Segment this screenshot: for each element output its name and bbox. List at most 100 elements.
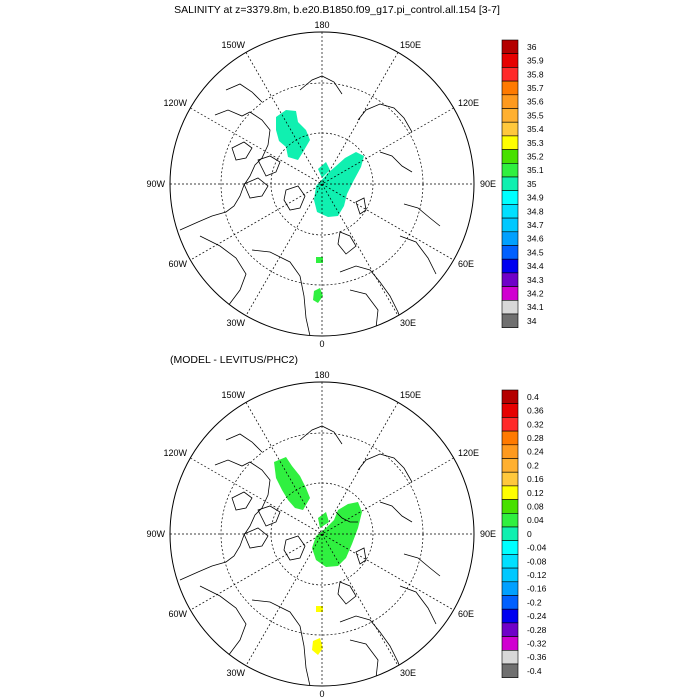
top-colorbar: 36 35.9 35.8 35.7 35.6 35.5 35.4 35.3 35.2 35.1 35… bbox=[501, 39, 544, 328]
bottom-colorbar-label-16: -0.24 bbox=[527, 611, 547, 621]
bottom-anomaly-dot-1 bbox=[316, 606, 323, 612]
top-lon-150e: 150E bbox=[400, 40, 421, 50]
top-panel-title: SALINITY at z=3379.8m, b.e20.B1850.f09_g… bbox=[174, 4, 500, 16]
bottom-colorbar-label-18: -0.32 bbox=[527, 638, 547, 648]
top-colorbar-label-2: 35.8 bbox=[527, 69, 544, 79]
bottom-colorbar-box-4 bbox=[501, 444, 519, 459]
top-lon-labels: 180 0 90W 90E 150W 120W 150E 120E 60W 30… bbox=[146, 20, 496, 349]
top-colorbar-label-10: 35 bbox=[527, 179, 537, 189]
top-colorbar-box-15 bbox=[501, 245, 519, 260]
top-colorbar-box-5 bbox=[501, 108, 519, 123]
bottom-colorbar-box-7 bbox=[501, 485, 519, 500]
bottom-anomaly-patch-small bbox=[318, 512, 329, 528]
top-colorbar-box-14 bbox=[501, 231, 519, 246]
bottom-anomaly-dot-2 bbox=[312, 638, 323, 655]
top-lon-150w: 150W bbox=[221, 40, 245, 50]
bottom-lon-90w: 90W bbox=[146, 529, 165, 539]
bottom-lon-60e: 60E bbox=[458, 609, 474, 619]
top-colorbar-label-13: 34.7 bbox=[527, 220, 544, 230]
bottom-colorbar-box-6 bbox=[501, 471, 519, 487]
top-lon-120w: 120W bbox=[163, 98, 187, 108]
bottom-panel: (MODEL - LEVITUS/PHC2) bbox=[146, 354, 546, 699]
top-colorbar-label-12: 34.8 bbox=[527, 206, 544, 216]
bottom-lon-30w: 30W bbox=[226, 668, 245, 678]
top-lon-30e: 30E bbox=[400, 318, 416, 328]
bottom-anomaly-patch-canada-basin bbox=[274, 457, 310, 510]
bottom-lon-120e: 120E bbox=[458, 448, 479, 458]
bottom-colorbar-box-9 bbox=[501, 512, 519, 528]
bottom-lon-30e: 30E bbox=[400, 668, 416, 678]
top-colorbar-box-12 bbox=[501, 204, 519, 219]
bottom-colorbar-box-15 bbox=[501, 595, 519, 610]
top-salinity-dot-2 bbox=[313, 288, 323, 303]
bottom-colorbar-box-3 bbox=[501, 430, 519, 446]
top-panel: SALINITY at z=3379.8m, b.e20.B1850.f09_g… bbox=[146, 4, 543, 349]
top-colorbar-label-9: 35.1 bbox=[527, 165, 544, 175]
top-graticule bbox=[170, 32, 474, 336]
top-colorbar-label-4: 35.6 bbox=[527, 97, 544, 107]
top-lon-120e: 120E bbox=[458, 98, 479, 108]
top-colorbar-label-14: 34.6 bbox=[527, 234, 544, 244]
top-lon-0: 0 bbox=[319, 339, 324, 349]
bottom-colorbar-label-8: 0.08 bbox=[527, 501, 544, 511]
bottom-lon-60w: 60W bbox=[168, 609, 187, 619]
top-colorbar-box-17 bbox=[501, 272, 519, 287]
bottom-colorbar-box-1 bbox=[501, 403, 519, 418]
bottom-colorbar-box-12 bbox=[501, 554, 519, 569]
top-colorbar-box-8 bbox=[501, 149, 519, 164]
top-colorbar-box-19 bbox=[501, 299, 519, 315]
bottom-lon-labels: 180 0 90W 90E 150W 120W 150E 120E 60W 30… bbox=[146, 370, 496, 699]
bottom-colorbar-box-20 bbox=[501, 663, 519, 678]
bottom-colorbar-box-8 bbox=[501, 499, 519, 514]
top-lon-90e: 90E bbox=[480, 179, 496, 189]
top-colorbar-box-2 bbox=[501, 67, 519, 82]
bottom-coastlines bbox=[179, 425, 441, 686]
bottom-colorbar-label-5: 0.2 bbox=[527, 460, 539, 470]
top-colorbar-box-10 bbox=[501, 176, 519, 191]
top-colorbar-label-15: 34.5 bbox=[527, 247, 544, 257]
bottom-colorbar-box-18 bbox=[501, 636, 519, 651]
bottom-colorbar-box-17 bbox=[501, 622, 519, 637]
bottom-lon-180: 180 bbox=[314, 370, 329, 380]
bottom-lon-90e: 90E bbox=[480, 529, 496, 539]
bottom-lon-0: 0 bbox=[319, 689, 324, 699]
top-colorbar-label-1: 35.9 bbox=[527, 56, 544, 66]
top-colorbar-box-3 bbox=[501, 80, 519, 96]
top-colorbar-label-7: 35.3 bbox=[527, 138, 544, 148]
top-colorbar-box-0 bbox=[501, 39, 519, 54]
bottom-colorbar-box-10 bbox=[501, 526, 519, 541]
bottom-colorbar-label-20: -0.4 bbox=[527, 666, 542, 676]
bottom-lon-150w: 150W bbox=[221, 390, 245, 400]
top-salinity-dot-1 bbox=[316, 257, 323, 263]
bottom-lon-120w: 120W bbox=[163, 448, 187, 458]
bottom-graticule bbox=[170, 382, 474, 686]
bottom-colorbar: 0.4 0.36 0.32 0.28 0.24 0.2 0.16 0.12 0.08 0.04 0 -… bbox=[501, 389, 547, 678]
top-colorbar-box-11 bbox=[501, 190, 519, 205]
top-colorbar-label-6: 35.4 bbox=[527, 124, 544, 134]
bottom-colorbar-box-19 bbox=[501, 649, 519, 665]
top-colorbar-box-20 bbox=[501, 313, 519, 328]
bottom-colorbar-label-4: 0.24 bbox=[527, 447, 544, 457]
bottom-colorbar-label-15: -0.2 bbox=[527, 597, 542, 607]
top-colorbar-label-19: 34.1 bbox=[527, 302, 544, 312]
top-lon-60w: 60W bbox=[168, 259, 187, 269]
bottom-colorbar-label-7: 0.12 bbox=[527, 488, 544, 498]
bottom-colorbar-box-13 bbox=[501, 567, 519, 583]
bottom-map: 180 0 90W 90E 150W 120W 150E 120E 60W 30… bbox=[146, 370, 496, 699]
top-salinity-patch-small bbox=[318, 162, 330, 178]
bottom-lon-150e: 150E bbox=[400, 390, 421, 400]
top-colorbar-box-18 bbox=[501, 286, 519, 301]
top-lon-30w: 30W bbox=[226, 318, 245, 328]
top-colorbar-box-1 bbox=[501, 53, 519, 68]
top-colorbar-box-9 bbox=[501, 163, 519, 178]
top-lon-60e: 60E bbox=[458, 259, 474, 269]
top-colorbar-label-17: 34.3 bbox=[527, 275, 544, 285]
bottom-colorbar-label-3: 0.28 bbox=[527, 433, 544, 443]
bottom-colorbar-label-14: -0.16 bbox=[527, 584, 547, 594]
bottom-colorbar-label-9: 0.04 bbox=[527, 515, 544, 525]
bottom-colorbar-label-17: -0.28 bbox=[527, 625, 547, 635]
top-colorbar-label-16: 34.4 bbox=[527, 261, 544, 271]
top-colorbar-box-16 bbox=[501, 258, 519, 274]
top-colorbar-box-4 bbox=[501, 94, 519, 109]
top-colorbar-label-3: 35.7 bbox=[527, 83, 544, 93]
